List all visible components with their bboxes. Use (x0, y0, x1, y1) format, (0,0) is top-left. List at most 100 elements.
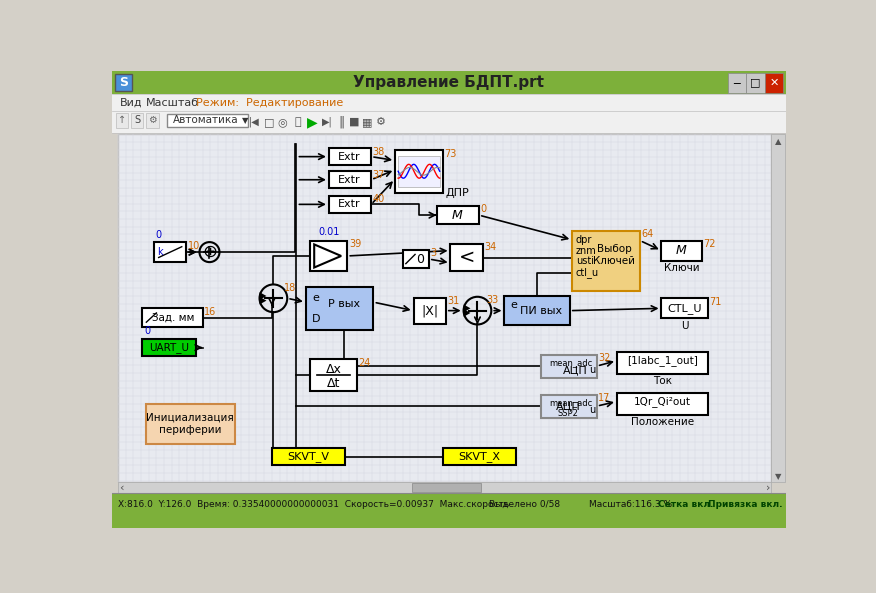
Text: mean_adc: mean_adc (549, 398, 592, 407)
FancyBboxPatch shape (398, 156, 440, 187)
Text: 17: 17 (598, 393, 611, 403)
Text: Автоматика: Автоматика (173, 116, 238, 126)
Text: ›: › (766, 483, 770, 493)
Polygon shape (259, 296, 266, 304)
Text: u: u (589, 405, 596, 415)
Text: Extr: Extr (338, 175, 361, 185)
Text: 31: 31 (448, 296, 460, 306)
Text: Ток: Ток (653, 376, 672, 385)
Text: ‖: ‖ (338, 116, 344, 129)
Text: 0: 0 (156, 230, 162, 240)
FancyBboxPatch shape (306, 287, 373, 330)
FancyBboxPatch shape (505, 296, 570, 325)
FancyBboxPatch shape (112, 111, 786, 133)
FancyBboxPatch shape (118, 134, 771, 482)
FancyBboxPatch shape (146, 404, 235, 444)
Text: |X|: |X| (421, 304, 438, 317)
Text: Управление БДПТ.prt: Управление БДПТ.prt (353, 75, 545, 90)
Text: Выделено 0/58: Выделено 0/58 (489, 500, 560, 509)
Text: ▶|: ▶| (321, 117, 333, 127)
Text: ▲: ▲ (774, 138, 781, 146)
Text: ▦: ▦ (362, 117, 372, 127)
FancyBboxPatch shape (412, 483, 481, 492)
Text: ↑: ↑ (117, 116, 126, 126)
Text: mean_adc: mean_adc (549, 358, 592, 366)
FancyBboxPatch shape (328, 171, 371, 188)
FancyBboxPatch shape (746, 73, 765, 93)
Text: 18: 18 (284, 283, 296, 293)
FancyBboxPatch shape (617, 352, 708, 374)
FancyBboxPatch shape (118, 482, 771, 493)
Text: 1Qr_Qi²out: 1Qr_Qi²out (633, 396, 691, 407)
Text: Δt: Δt (327, 377, 340, 390)
FancyBboxPatch shape (131, 113, 144, 128)
FancyBboxPatch shape (403, 250, 429, 268)
Polygon shape (259, 292, 266, 300)
Text: 34: 34 (484, 242, 497, 252)
Text: ⊕: ⊕ (201, 243, 217, 261)
FancyBboxPatch shape (310, 241, 347, 272)
Polygon shape (463, 309, 470, 317)
Polygon shape (463, 304, 470, 312)
Text: Масштаб:116.3 %: Масштаб:116.3 % (589, 500, 672, 509)
Text: 32: 32 (598, 353, 611, 363)
FancyBboxPatch shape (154, 242, 187, 262)
FancyBboxPatch shape (442, 448, 516, 466)
FancyBboxPatch shape (661, 241, 702, 260)
FancyBboxPatch shape (146, 113, 159, 128)
Text: 72: 72 (703, 239, 716, 249)
Text: 73: 73 (444, 149, 456, 159)
Text: SKVT_V: SKVT_V (287, 451, 329, 463)
Text: 37: 37 (372, 170, 385, 180)
Text: Ключи: Ключи (664, 263, 699, 273)
Text: e: e (312, 292, 319, 302)
Text: [1labc_1_out]: [1labc_1_out] (627, 355, 697, 366)
Text: D: D (312, 314, 321, 324)
Text: 24: 24 (358, 358, 371, 368)
Text: 38: 38 (372, 146, 385, 157)
Text: ▶: ▶ (307, 115, 317, 129)
FancyBboxPatch shape (728, 73, 746, 93)
FancyBboxPatch shape (112, 94, 786, 111)
Text: <: < (458, 248, 475, 267)
Text: SKVT_X: SKVT_X (458, 451, 500, 463)
Text: znm: znm (576, 246, 597, 256)
Text: u: u (589, 365, 596, 375)
Text: ДПР: ДПР (446, 188, 470, 198)
Text: □: □ (265, 117, 275, 127)
FancyBboxPatch shape (328, 148, 371, 165)
Text: 71: 71 (710, 296, 722, 307)
Text: 40: 40 (372, 195, 385, 205)
Text: |◀: |◀ (249, 117, 259, 127)
Text: АЦП: АЦП (563, 365, 588, 375)
Text: 0.01: 0.01 (318, 228, 340, 237)
Text: Вид: Вид (119, 98, 142, 108)
Text: ⏱: ⏱ (294, 117, 301, 127)
Text: ■: ■ (349, 117, 359, 127)
FancyBboxPatch shape (328, 196, 371, 213)
Text: ─: ─ (733, 78, 740, 88)
Text: usti: usti (576, 256, 594, 266)
FancyBboxPatch shape (167, 113, 248, 127)
Text: CTL_U: CTL_U (668, 303, 702, 314)
Text: SSP2: SSP2 (558, 409, 579, 417)
Text: 3: 3 (430, 248, 436, 259)
Text: Сетка вкл.: Сетка вкл. (659, 500, 714, 509)
Text: ctl_u: ctl_u (576, 267, 599, 278)
Text: M: M (452, 209, 463, 222)
Text: S: S (134, 116, 140, 126)
Text: 39: 39 (349, 239, 361, 249)
Text: dpr: dpr (576, 235, 592, 245)
FancyBboxPatch shape (541, 355, 597, 378)
Text: 0: 0 (416, 253, 424, 266)
Text: 0: 0 (481, 205, 487, 215)
Text: 64: 64 (641, 229, 653, 239)
Text: периферии: периферии (159, 425, 222, 435)
FancyBboxPatch shape (143, 308, 202, 327)
Text: ПИ вых: ПИ вых (520, 305, 562, 315)
FancyBboxPatch shape (765, 73, 783, 93)
Text: Привязка вкл.: Привязка вкл. (709, 500, 783, 509)
FancyBboxPatch shape (272, 448, 345, 466)
FancyBboxPatch shape (112, 493, 786, 528)
Text: ‹: ‹ (118, 483, 124, 493)
